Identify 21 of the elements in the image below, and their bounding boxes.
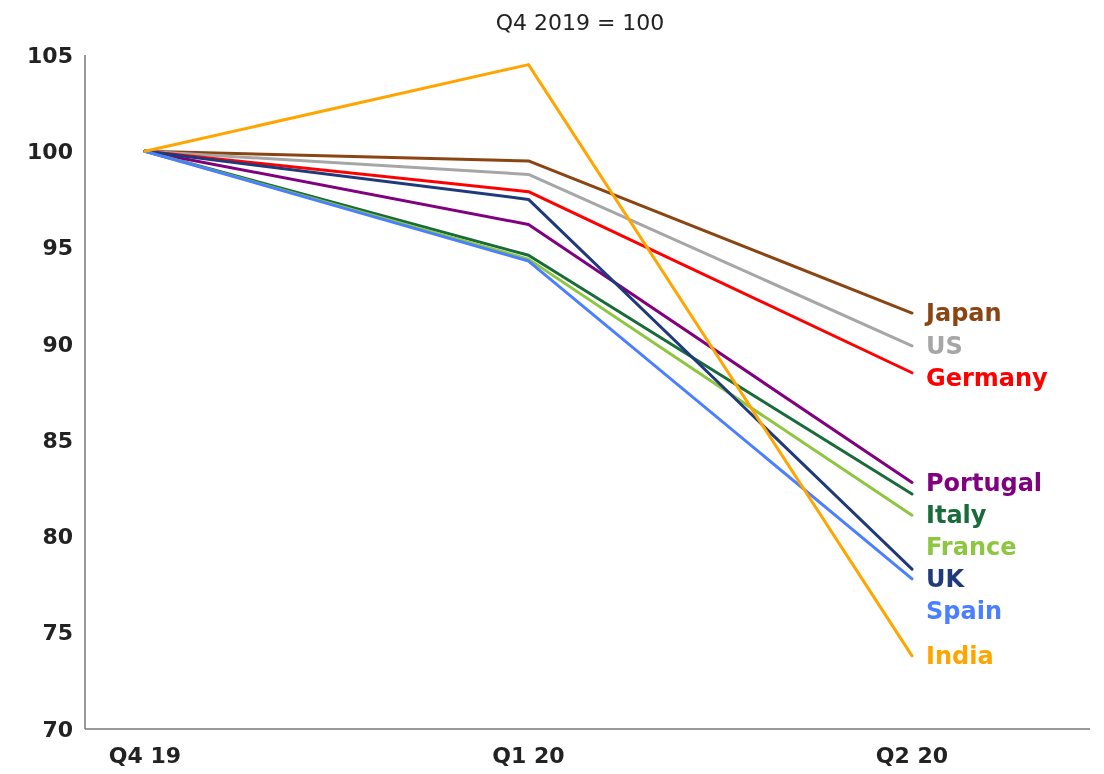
y-tick-label: 85 xyxy=(42,427,73,453)
y-tick-label: 90 xyxy=(42,331,73,357)
y-tick-label: 75 xyxy=(42,620,73,646)
series-label: Portugal xyxy=(926,468,1043,497)
series-label: Italy xyxy=(926,500,987,529)
series-label: Spain xyxy=(926,596,1002,625)
series-label: UK xyxy=(926,564,966,593)
series-label: US xyxy=(926,332,963,361)
series-label: France xyxy=(926,532,1017,561)
series-label: Germany xyxy=(926,364,1049,393)
x-tick-label: Q2 20 xyxy=(875,743,949,768)
y-tick-label: 100 xyxy=(27,138,73,164)
series-label: India xyxy=(926,642,994,671)
y-tick-label: 95 xyxy=(42,235,73,261)
y-tick-label: 70 xyxy=(42,716,73,742)
x-tick-label: Q4 19 xyxy=(108,743,182,768)
series-label: Japan xyxy=(924,299,1002,328)
x-tick-label: Q1 20 xyxy=(492,743,565,768)
y-tick-label: 105 xyxy=(27,42,73,68)
chart-title: Q4 2019 = 100 xyxy=(495,10,665,35)
y-tick-label: 80 xyxy=(42,524,73,550)
